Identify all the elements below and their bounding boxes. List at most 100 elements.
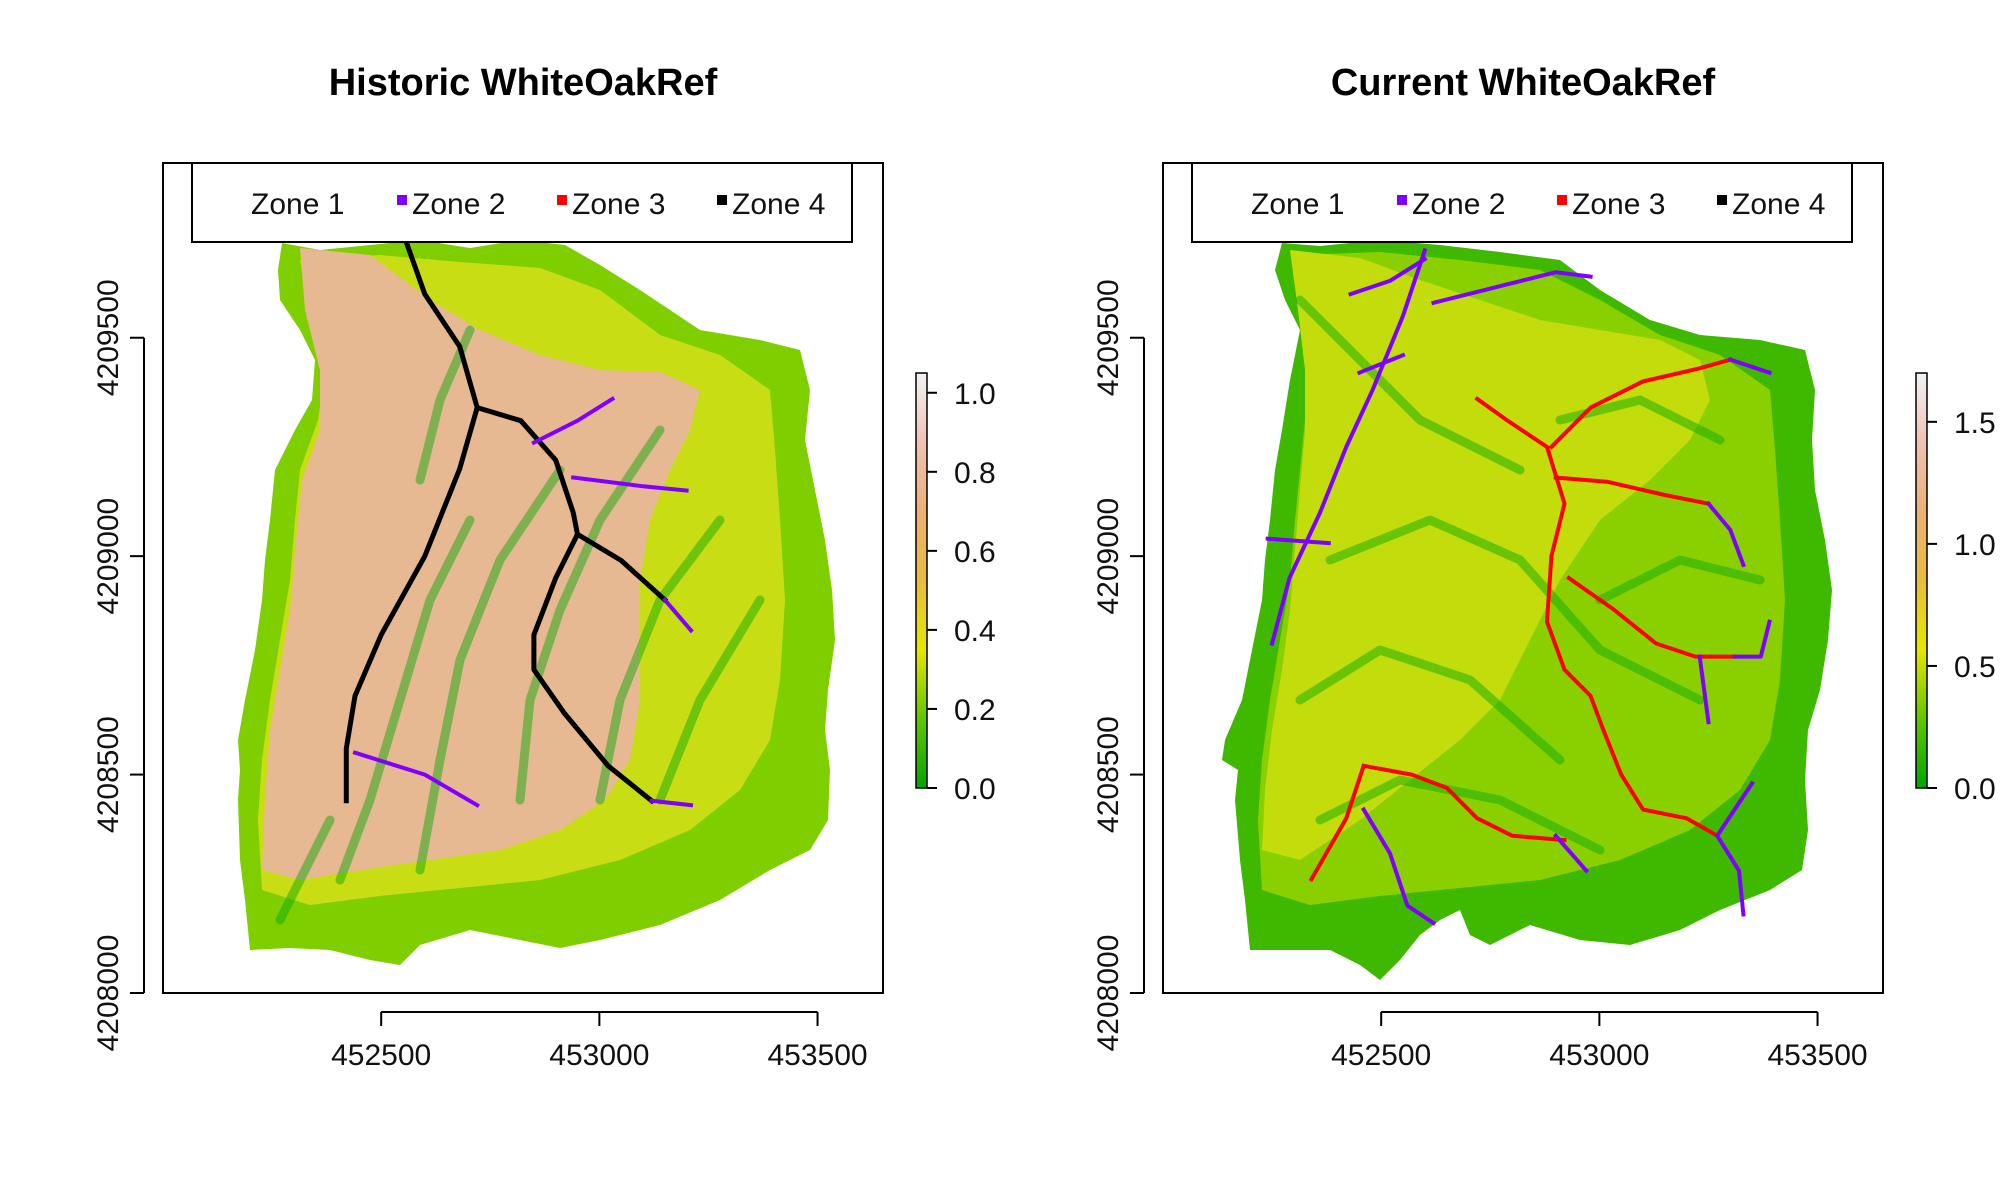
legend-box <box>1191 162 1853 243</box>
valley-line <box>415 465 565 875</box>
x-tick-label: 453000 <box>549 1039 649 1072</box>
legend-entry: Zone 3 <box>1557 188 1665 221</box>
chart-title: Historic WhiteOakRef <box>329 62 718 104</box>
valley-line <box>515 425 665 805</box>
stream-segment <box>1714 780 1755 839</box>
y-tick-label: 4209000 <box>1092 498 1125 615</box>
legend-entry: Zone 2 <box>397 188 505 221</box>
legend-entry: Zone 3 <box>557 188 665 221</box>
valley-line <box>595 515 725 805</box>
stream-segment <box>661 596 694 634</box>
legend-label: Zone 4 <box>732 188 825 221</box>
valley-line <box>275 815 335 925</box>
legend-entry: Zone 4 <box>717 188 825 221</box>
legend-swatch <box>557 195 567 205</box>
zone-legend: Zone 1 Zone 2 Zone 3 Zone 4 <box>191 162 853 243</box>
valley-line <box>1295 645 1565 765</box>
stream-segment <box>1697 654 1711 725</box>
stream-segment <box>1431 270 1593 306</box>
valley-lines <box>275 325 765 925</box>
stream-segment <box>1361 763 1567 843</box>
legend-label: Zone 2 <box>1412 188 1505 221</box>
legend-label: Zone 3 <box>1572 188 1665 221</box>
colorbar: 0.0 0.5 1.0 1.5 <box>1915 372 1996 806</box>
stream-segment <box>1308 763 1367 883</box>
legend-label: Zone 4 <box>1732 188 1825 221</box>
stream-segment <box>1474 396 1720 839</box>
legend-swatch <box>1717 195 1727 205</box>
zone-legend: Zone 1 Zone 2 Zone 3 Zone 4 <box>1191 162 1853 243</box>
colorbar-tick-label: 1.0 <box>1954 529 1996 562</box>
stream-segment <box>1552 832 1590 874</box>
y-axis: 4208000 4208500 4209000 4209500 <box>92 279 145 1052</box>
legend-label: Zone 3 <box>572 188 665 221</box>
colorbar-tick-label: 0.8 <box>954 457 996 490</box>
historic-panel: Historic WhiteOakRef 452500 453000 453500 … <box>92 62 996 1072</box>
valley-line <box>1325 515 1705 705</box>
colorbar-tick-label: 0.0 <box>1954 773 1996 806</box>
current-panel: Current WhiteOakRef 452500 453000 453500 4… <box>1092 62 1996 1072</box>
y-tick-label: 4208000 <box>92 935 125 1052</box>
colorbar-gradient <box>1915 372 1928 789</box>
y-tick-label: 4209500 <box>92 279 125 396</box>
colorbar-tick-label: 1.0 <box>954 378 996 411</box>
y-tick-label: 4209500 <box>1092 279 1125 396</box>
stream-network <box>343 229 694 808</box>
valley-line <box>1595 555 1765 605</box>
x-tick-label: 453500 <box>767 1039 867 1072</box>
stream-segment <box>570 475 689 493</box>
colorbar-tick-label: 0.4 <box>954 615 996 648</box>
stream-segment <box>1553 475 1711 507</box>
y-tick-label: 4208500 <box>92 716 125 833</box>
stream-segment <box>1705 500 1746 568</box>
legend-entry: Zone 4 <box>1717 188 1825 221</box>
legend-entry: Zone 1 <box>251 188 344 221</box>
stream-segment <box>1714 832 1746 917</box>
y-tick-label: 4209000 <box>92 498 125 615</box>
stream-segment <box>649 798 694 808</box>
legend-label: Zone 1 <box>1251 188 1344 221</box>
stream-segment <box>343 229 480 804</box>
y-axis: 4208000 4208500 4209000 4209500 <box>1092 279 1145 1052</box>
colorbar-tick-label: 0.0 <box>954 773 996 806</box>
stream-segment <box>1727 357 1773 376</box>
chart-title: Current WhiteOakRef <box>1331 62 1716 104</box>
watershed-raster-inner <box>262 248 700 880</box>
legend-label: Zone 1 <box>251 188 344 221</box>
x-axis: 452500 453000 453500 <box>331 1011 868 1072</box>
colorbar: 0.0 0.2 0.4 0.6 0.8 1.0 <box>915 372 996 806</box>
x-tick-label: 452500 <box>331 1039 431 1072</box>
stream-segment <box>1548 357 1733 450</box>
legend-label: Zone 2 <box>412 188 505 221</box>
x-tick-label: 453500 <box>1767 1039 1867 1072</box>
legend-entry: Zone 1 <box>1251 188 1344 221</box>
legend-swatch <box>397 195 407 205</box>
stream-segment <box>1269 247 1428 646</box>
stream-segment <box>1732 619 1772 659</box>
y-tick-label: 4208000 <box>1092 935 1125 1052</box>
colorbar-tick-label: 1.5 <box>1954 407 1996 440</box>
stream-segment <box>1360 806 1437 926</box>
stream-segment <box>352 750 480 808</box>
legend-entry: Zone 2 <box>1397 188 1505 221</box>
valley-line <box>335 515 475 885</box>
colorbar-gradient <box>915 372 928 789</box>
x-axis: 452500 453000 453500 <box>1331 1011 1868 1072</box>
valley-line <box>655 595 765 805</box>
stream-segment <box>1265 536 1331 546</box>
stream-segment <box>474 404 656 805</box>
valley-line <box>1295 295 1525 475</box>
colorbar-tick-label: 0.6 <box>954 536 996 569</box>
stream-segment <box>1566 575 1737 659</box>
legend-swatch <box>717 195 727 205</box>
stream-segment <box>1348 256 1428 297</box>
legend-swatch <box>1397 195 1407 205</box>
legend-box <box>191 162 853 243</box>
legend-swatch <box>1557 195 1567 205</box>
stream-segment <box>574 530 669 604</box>
stream-segment <box>531 396 616 446</box>
y-tick-label: 4208500 <box>1092 716 1125 833</box>
x-tick-label: 452500 <box>1331 1039 1431 1072</box>
x-tick-label: 453000 <box>1549 1039 1649 1072</box>
